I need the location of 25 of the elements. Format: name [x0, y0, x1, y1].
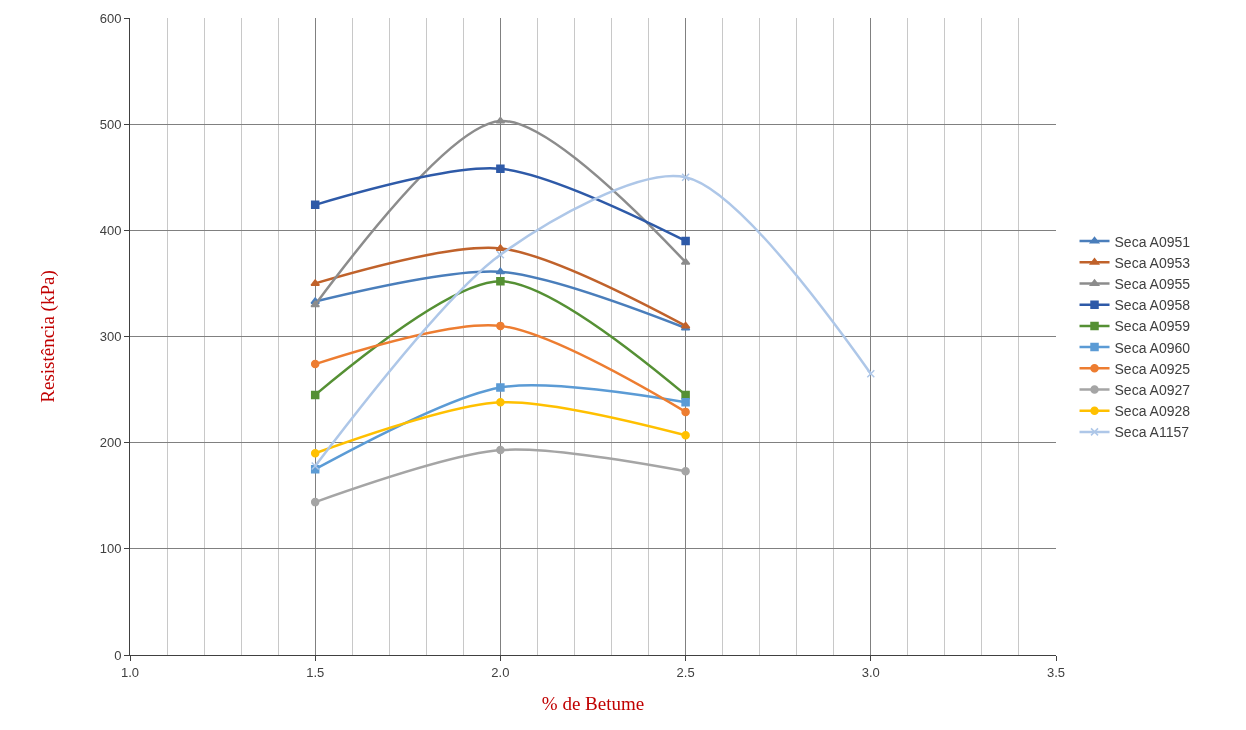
y-tick-label: 500 — [99, 116, 122, 132]
legend-label: Seca A1157 — [1114, 424, 1190, 441]
x-tick-label: 3.0 — [861, 664, 880, 680]
y-tick-label: 300 — [99, 329, 122, 345]
legend-label: Seca A0951 — [1114, 233, 1191, 250]
x-tick-label: 2.5 — [676, 664, 695, 680]
x-tick-label: 2.0 — [491, 664, 510, 680]
x-tick-label: 1.5 — [306, 664, 325, 680]
legend-label: Seca A0955 — [1114, 275, 1191, 292]
x-tick-label: 1.0 — [120, 664, 140, 680]
legend-label: Seca A0960 — [1114, 339, 1191, 356]
y-tick-label: 100 — [99, 541, 122, 557]
y-tick-label: 0 — [114, 647, 122, 663]
x-tick-label: 3.5 — [1046, 664, 1066, 680]
legend-label: Seca A0925 — [1114, 360, 1191, 377]
y-tick-label: 600 — [99, 10, 122, 26]
y-tick-label: 200 — [99, 435, 122, 451]
x-axis-title: % de Betume — [541, 693, 645, 715]
legend-label: Seca A0958 — [1114, 297, 1191, 314]
y-axis-title: Resistência (kPa) — [36, 270, 59, 403]
y-tick-label: 400 — [99, 222, 122, 238]
legend-label: Seca A0927 — [1114, 381, 1191, 398]
legend-label: Seca A0928 — [1114, 403, 1191, 420]
legend-label: Seca A0953 — [1114, 254, 1191, 271]
legend-label: Seca A0959 — [1114, 318, 1191, 335]
